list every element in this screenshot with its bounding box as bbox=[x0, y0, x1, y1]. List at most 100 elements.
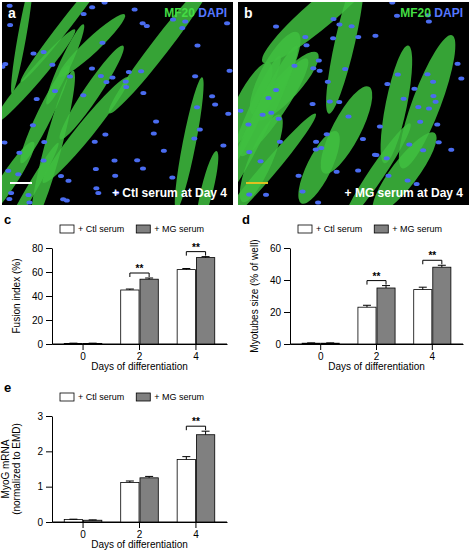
nucleus-dot bbox=[310, 66, 316, 70]
nucleus-dot bbox=[405, 178, 411, 182]
nucleus-dot bbox=[25, 193, 31, 197]
nucleus-dot bbox=[5, 169, 11, 173]
nucleus-dot bbox=[310, 102, 316, 106]
nucleus-dot bbox=[425, 72, 431, 76]
x-tick: 2 bbox=[374, 344, 380, 362]
bar bbox=[302, 343, 320, 344]
error-bar-cap bbox=[326, 342, 334, 343]
legend-item: + Ctl serum bbox=[60, 224, 124, 234]
x-tick-mark bbox=[320, 344, 321, 350]
nucleus-dot bbox=[192, 74, 198, 78]
legend-item: + MG serum bbox=[136, 392, 204, 402]
nucleus-dot bbox=[151, 131, 157, 135]
nucleus-dot bbox=[313, 140, 319, 144]
x-tick: 2 bbox=[137, 522, 143, 540]
error-bar-cap bbox=[419, 287, 427, 288]
error-bar-cap bbox=[363, 305, 371, 306]
nucleus-dot bbox=[34, 97, 40, 101]
y-axis-line bbox=[290, 249, 291, 345]
legend-label: + Ctl serum bbox=[78, 224, 124, 234]
nucleus-dot bbox=[64, 198, 70, 202]
chart-panel: d+ Ctl serum+ MG serum0204060024Days of … bbox=[242, 212, 464, 372]
legend-item: + Ctl serum bbox=[298, 224, 362, 234]
nucleus-dot bbox=[65, 179, 71, 183]
nucleus-dot bbox=[132, 7, 138, 11]
error-bar-cap bbox=[182, 268, 190, 269]
x-tick-mark bbox=[139, 344, 140, 350]
nucleus-dot bbox=[98, 74, 104, 78]
nucleus-dot bbox=[300, 189, 306, 193]
significance-label: ** bbox=[192, 416, 200, 427]
nucleus-dot bbox=[93, 167, 99, 171]
nucleus-dot bbox=[291, 64, 297, 68]
nucleus-dot bbox=[123, 79, 129, 83]
nucleus-dot bbox=[324, 132, 330, 136]
nucleus-dot bbox=[355, 169, 361, 173]
nucleus-dot bbox=[263, 193, 269, 197]
panel-letter: a bbox=[8, 5, 16, 21]
nucleus-dot bbox=[334, 170, 340, 174]
figure: aMF20 DAPI+ Ctl serum at Day 4bMF20 DAPI… bbox=[0, 0, 471, 555]
y-tick: 40 bbox=[32, 291, 52, 302]
nucleus-dot bbox=[49, 63, 55, 67]
x-tick: 4 bbox=[193, 344, 199, 362]
nucleus-dot bbox=[52, 89, 58, 93]
nucleus-dot bbox=[140, 166, 146, 170]
nucleus-dot bbox=[277, 140, 283, 144]
nucleus-dot bbox=[384, 82, 390, 86]
error-bar-cap bbox=[202, 431, 210, 432]
error-bar bbox=[202, 431, 210, 435]
x-tick-label: 4 bbox=[430, 351, 436, 362]
nucleus-dot bbox=[458, 77, 464, 81]
nucleus-dot bbox=[384, 156, 390, 160]
significance-label: ** bbox=[136, 263, 144, 274]
y-axis: 0204060 bbox=[270, 243, 291, 350]
nucleus-dot bbox=[316, 59, 322, 63]
y-tick: 0 bbox=[275, 339, 290, 350]
nucleus-dot bbox=[260, 113, 266, 117]
nucleus-dot bbox=[394, 14, 400, 18]
legend: + Ctl serum + MG serum bbox=[60, 392, 204, 402]
bar bbox=[433, 267, 451, 344]
x-axis-title: Days of differentiation bbox=[328, 361, 425, 372]
x-tick-label: 0 bbox=[80, 351, 86, 362]
nucleus-dot bbox=[16, 151, 22, 155]
x-tick-mark bbox=[376, 344, 377, 350]
y-tick-label: 2 bbox=[37, 446, 43, 457]
nucleus-dot bbox=[455, 62, 461, 66]
nucleus-dot bbox=[436, 140, 442, 144]
nucleus-dot bbox=[41, 50, 47, 54]
y-tick-mark bbox=[46, 416, 52, 417]
micrograph-decor bbox=[238, 2, 465, 205]
legend-swatch bbox=[136, 393, 150, 401]
bar bbox=[84, 343, 102, 344]
error-bar bbox=[202, 256, 210, 258]
nucleus-dot bbox=[112, 174, 118, 178]
nucleus-dot bbox=[317, 69, 323, 73]
nucleus-dot bbox=[93, 186, 99, 190]
x-tick: 0 bbox=[80, 522, 86, 540]
nucleus-dot bbox=[224, 21, 230, 25]
error-bar-cap bbox=[202, 256, 210, 257]
stain-name: DAPI bbox=[434, 6, 463, 20]
plot-marks bbox=[64, 257, 214, 344]
nucleus-dot bbox=[430, 94, 436, 98]
image-caption: + Ctl serum at Day 4 bbox=[112, 186, 227, 200]
legend-swatch bbox=[298, 225, 312, 233]
nucleus-dot bbox=[342, 67, 348, 71]
y-axis-title: MyoG mRNA bbox=[0, 439, 11, 498]
micrograph-panel: bMF20 DAPI+ MG serum at Day 4 bbox=[212, 0, 469, 233]
y-tick-label: 0 bbox=[37, 339, 43, 350]
error-bar bbox=[69, 343, 77, 344]
legend-label: + Ctl serum bbox=[78, 392, 124, 402]
nucleus-dot bbox=[2, 65, 5, 69]
error-bar bbox=[89, 343, 97, 344]
bar bbox=[177, 270, 195, 344]
nucleus-dot bbox=[126, 70, 132, 74]
y-tick-label: 80 bbox=[32, 243, 44, 254]
y-tick: 20 bbox=[270, 307, 290, 318]
nucleus-dot bbox=[89, 5, 95, 9]
nucleus-dot bbox=[349, 24, 355, 28]
significance: ** bbox=[186, 416, 205, 430]
nucleus-dot bbox=[102, 2, 108, 4]
